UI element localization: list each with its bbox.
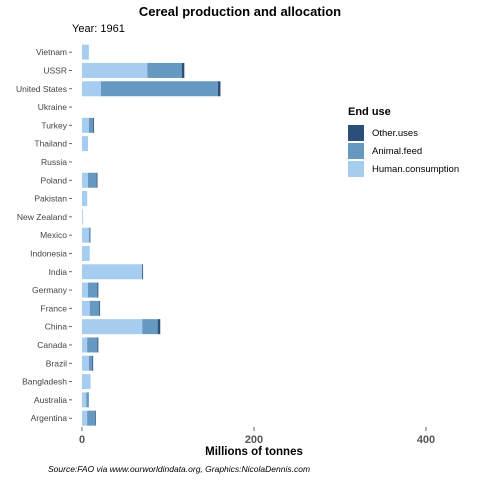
- bar-turkey-other-uses: [93, 117, 95, 133]
- y-axis-labels: Vietnam USSR United States Ukraine Turkey Tha…: [16, 47, 72, 423]
- y-tick-label-ukraine: Ukraine: [38, 102, 68, 112]
- legend-label-animal-feed: Animal.feed: [372, 145, 423, 157]
- y-tick-label-vietnam: Vietnam: [36, 47, 67, 57]
- bar-mexico-human-consumption: [82, 227, 89, 243]
- legend: End use Other.uses Animal.feed Human.con…: [348, 106, 459, 178]
- legend-label-other-uses: Other.uses: [372, 127, 418, 139]
- bar-mexico-animal-feed: [88, 227, 91, 243]
- legend-swatch-animal-feed: [348, 143, 364, 159]
- x-axis: 0 200 400: [79, 427, 435, 446]
- bar-canada-human-consumption: [82, 337, 88, 353]
- bar-bangladesh-human-consumption: [82, 374, 91, 390]
- bar-argentina-other-uses: [94, 410, 96, 426]
- chart-title: Cereal production and allocation: [138, 4, 342, 19]
- bar-brazil-animal-feed: [88, 355, 93, 371]
- legend-title: End use: [348, 106, 391, 118]
- bar-india-human-consumption: [82, 264, 143, 280]
- bar-ussr-human-consumption: [82, 62, 148, 78]
- source-caption: Source:FAO via www.ourworldindata.org, G…: [48, 464, 311, 474]
- bar-poland-human-consumption: [82, 172, 89, 188]
- x-axis-title: Millions of tonnes: [205, 446, 303, 458]
- bar-france-human-consumption: [82, 300, 90, 316]
- bar-china-other-uses: [157, 319, 161, 335]
- y-tick-label-new-zealand: New Zealand: [17, 212, 67, 222]
- bar-canada-animal-feed: [87, 337, 98, 353]
- bar-thailand-human-consumption: [82, 136, 89, 152]
- bar-turkey-animal-feed: [88, 117, 94, 133]
- bar-united-states-human-consumption: [82, 81, 101, 97]
- bar-new-zealand-human-consumption: [82, 209, 83, 225]
- legend-label-human-consumption: Human.consumption: [372, 163, 460, 175]
- x-tick-label-0: 0: [79, 434, 85, 446]
- y-tick-label-france: France: [41, 303, 68, 313]
- bar-poland-other-uses: [96, 172, 98, 188]
- y-tick-label-united-states: United States: [16, 84, 67, 94]
- y-tick-label-ussr: USSR: [43, 65, 67, 75]
- bar-china-animal-feed: [142, 319, 158, 335]
- bar-germany-animal-feed: [88, 282, 98, 298]
- y-tick-label-mexico: Mexico: [40, 230, 67, 240]
- bar-ussr-other-uses: [181, 62, 185, 78]
- y-tick-label-argentina: Argentina: [31, 413, 68, 423]
- y-tick-label-australia: Australia: [34, 395, 67, 405]
- bar-germany-other-uses: [97, 282, 99, 298]
- y-tick-label-turkey: Turkey: [41, 120, 67, 130]
- bar-china-human-consumption: [82, 319, 143, 335]
- y-tick-label-indonesia: Indonesia: [30, 248, 67, 258]
- y-tick-label-pakistan: Pakistan: [34, 194, 67, 204]
- bar-brazil-other-uses: [92, 355, 94, 371]
- y-tick-label-brazil: Brazil: [46, 358, 67, 368]
- legend-item-other-uses: Other.uses: [348, 124, 459, 142]
- legend-swatch-other-uses: [348, 125, 364, 141]
- bar-france-other-uses: [99, 300, 101, 316]
- legend-swatch-human-consumption: [348, 161, 364, 177]
- bar-germany-human-consumption: [82, 282, 89, 298]
- legend-item-human-consumption: Human.consumption: [348, 160, 459, 178]
- y-tick-label-thailand: Thailand: [34, 139, 67, 149]
- bar-pakistan-human-consumption: [82, 191, 88, 207]
- bar-indonesia-human-consumption: [82, 245, 90, 261]
- bar-argentina-human-consumption: [82, 410, 88, 426]
- y-tick-label-india: India: [49, 267, 68, 277]
- legend-item-animal-feed: Animal.feed: [348, 142, 459, 160]
- y-tick-label-china: China: [45, 322, 67, 332]
- y-tick-label-bangladesh: Bangladesh: [22, 377, 67, 387]
- bar-australia-human-consumption: [82, 392, 87, 408]
- bar-india-other-uses: [142, 264, 144, 280]
- bar-vietnam-human-consumption: [82, 44, 89, 60]
- bar-argentina-animal-feed: [87, 410, 95, 426]
- bar-poland-animal-feed: [88, 172, 97, 188]
- bar-france-animal-feed: [89, 300, 100, 316]
- y-tick-label-germany: Germany: [32, 285, 68, 295]
- bar-ussr-animal-feed: [147, 62, 182, 78]
- y-tick-label-canada: Canada: [37, 340, 67, 350]
- chart-subtitle: Year: 1961: [72, 23, 125, 35]
- bar-brazil-human-consumption: [82, 355, 89, 371]
- y-tick-label-russia: Russia: [41, 157, 67, 167]
- bar-turkey-human-consumption: [82, 117, 89, 133]
- bar-australia-animal-feed: [86, 392, 89, 408]
- bars: [82, 44, 221, 426]
- x-tick-label-200: 200: [245, 434, 263, 446]
- bar-united-states-other-uses: [217, 81, 221, 97]
- x-tick-label-400: 400: [417, 434, 435, 446]
- bar-canada-other-uses: [97, 337, 99, 353]
- bar-united-states-animal-feed: [100, 81, 218, 97]
- y-tick-label-poland: Poland: [41, 175, 68, 185]
